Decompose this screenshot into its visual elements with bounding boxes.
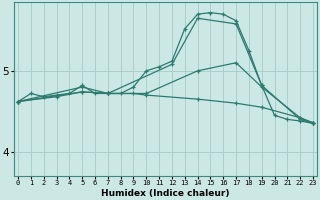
X-axis label: Humidex (Indice chaleur): Humidex (Indice chaleur) bbox=[101, 189, 230, 198]
